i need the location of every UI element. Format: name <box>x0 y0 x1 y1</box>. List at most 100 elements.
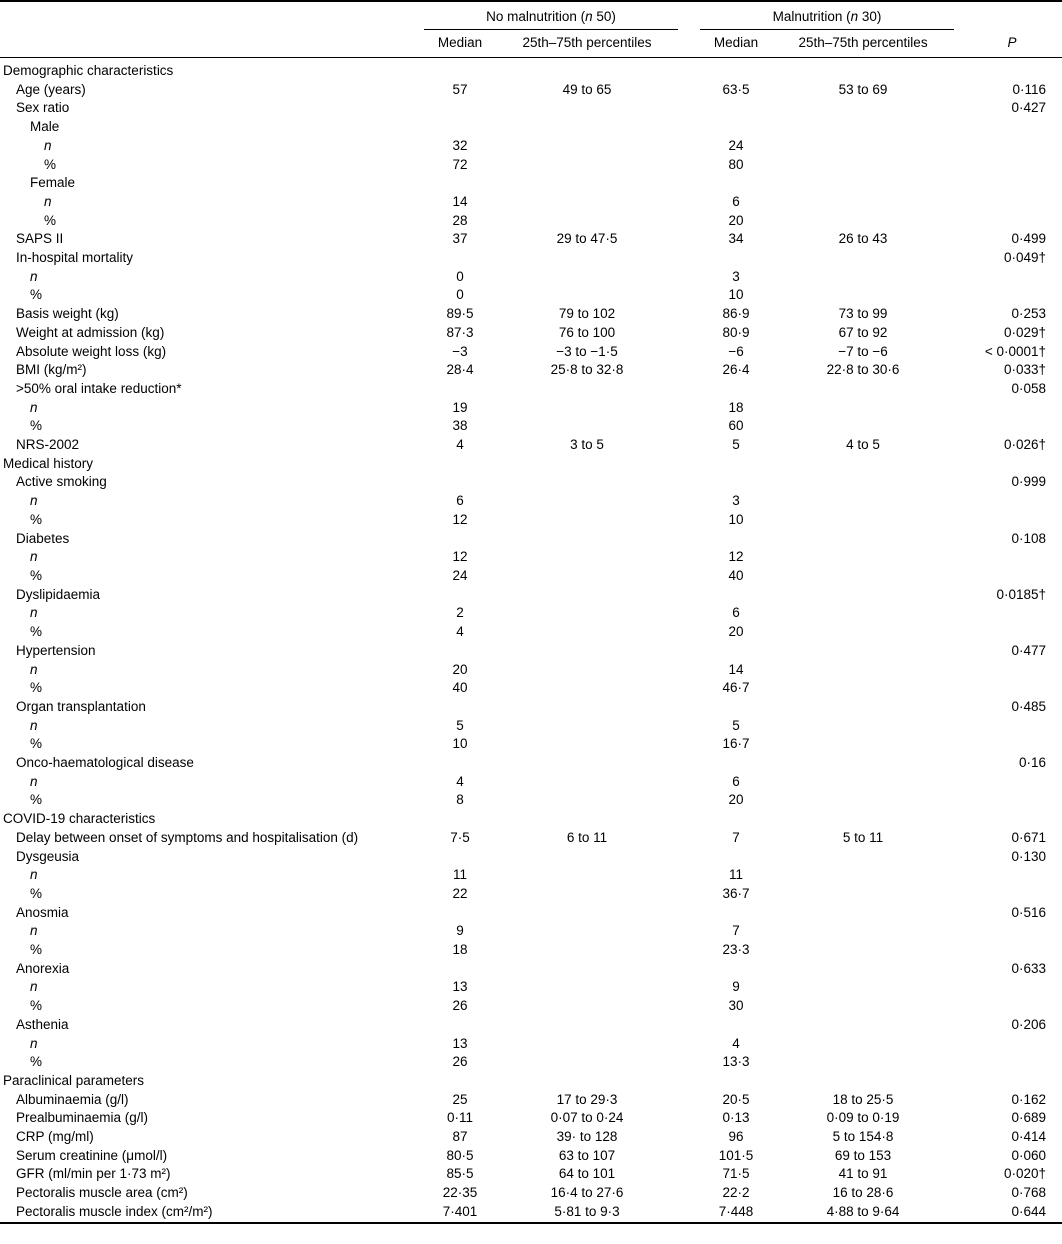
table-row: Female <box>0 174 1062 193</box>
column-spacer <box>954 586 962 605</box>
cell-percentiles-no-malnutrition: 3 to 5 <box>570 437 604 453</box>
table-row: Hypertension 0·477 <box>0 642 1062 661</box>
group-count: 50) <box>592 9 616 24</box>
table-row: CRP (mg/ml) 87 39· to 128 96 5 to 154·8 0·414 <box>0 1128 1062 1147</box>
cell-p-value: 0·477 <box>1011 642 1047 658</box>
column-spacer <box>954 1109 962 1128</box>
column-spacer <box>678 174 700 193</box>
row-label: Demographic characteristics <box>3 63 174 78</box>
cell-median-no-malnutrition: 89·5 <box>446 306 474 322</box>
cell-median-no-malnutrition: 26 <box>452 998 468 1014</box>
cell-p-value <box>962 193 1062 212</box>
row-label: % <box>30 511 43 527</box>
row-label: Serum creatinine (μmol/l) <box>16 1147 168 1163</box>
cell-percentiles-malnutrition <box>772 791 954 810</box>
row-label: n <box>30 605 38 621</box>
cell-median-malnutrition: 6 <box>732 773 740 789</box>
cell-median-malnutrition <box>700 960 772 979</box>
cell-p-value: 0·16 <box>1018 755 1047 771</box>
cell-percentiles-no-malnutrition <box>496 866 678 885</box>
column-spacer <box>954 249 962 268</box>
cell-percentiles-malnutrition <box>772 249 954 268</box>
cell-p-value <box>962 455 1062 474</box>
table-row: Weight at admission (kg) 87·3 76 to 100 80·… <box>0 324 1062 343</box>
column-spacer <box>678 1072 700 1091</box>
group-no-malnutrition: No malnutrition (n 50) <box>424 1 679 30</box>
column-spacer <box>678 268 700 287</box>
cell-median-malnutrition: 10 <box>728 511 744 527</box>
cell-percentiles-no-malnutrition <box>496 604 678 623</box>
cell-percentiles-no-malnutrition: 5·81 to 9·3 <box>554 1203 620 1219</box>
column-spacer <box>954 642 962 661</box>
cell-percentiles-no-malnutrition <box>496 978 678 997</box>
cell-median-malnutrition: 20 <box>728 212 744 228</box>
column-spacer <box>954 941 962 960</box>
cell-p-value: < 0·0001† <box>984 343 1047 359</box>
cell-percentiles-malnutrition <box>772 922 954 941</box>
cell-median-malnutrition: 34 <box>728 231 744 247</box>
cell-median-no-malnutrition <box>424 698 496 717</box>
column-spacer <box>954 305 962 324</box>
percentiles-header-no-malnutrition: 25th–75th percentiles <box>496 29 679 58</box>
cell-percentiles-no-malnutrition <box>496 380 678 399</box>
cell-percentiles-no-malnutrition <box>496 268 678 287</box>
cell-median-no-malnutrition: 0·11 <box>446 1110 474 1126</box>
cell-median-no-malnutrition: 72 <box>452 156 468 172</box>
cell-median-no-malnutrition: 13 <box>452 979 468 995</box>
row-label: Prealbuminaemia (g/l) <box>16 1110 149 1126</box>
column-spacer <box>678 1091 700 1110</box>
cell-p-value: 0·108 <box>1011 530 1047 546</box>
table-body: Demographic characteristics Age (years) 57… <box>0 58 1062 1223</box>
table-row: Active smoking 0·999 <box>0 473 1062 492</box>
column-spacer <box>678 58 700 81</box>
column-spacer <box>678 922 700 941</box>
column-spacer <box>678 81 700 100</box>
column-spacer <box>678 997 700 1016</box>
percentiles-header-malnutrition: 25th–75th percentiles <box>772 29 955 58</box>
column-spacer <box>678 754 700 773</box>
cell-median-malnutrition: −6 <box>728 343 744 359</box>
cell-median-no-malnutrition: 57 <box>452 81 468 97</box>
cell-percentiles-no-malnutrition: 17 to 29·3 <box>556 1091 618 1107</box>
cell-percentiles-malnutrition <box>772 174 954 193</box>
cell-percentiles-malnutrition <box>772 735 954 754</box>
row-label: >50% oral intake reduction* <box>16 380 182 396</box>
row-label: n <box>30 867 38 883</box>
cell-p-value: 0·033† <box>1003 362 1047 378</box>
cell-median-no-malnutrition <box>424 586 496 605</box>
column-spacer <box>954 623 962 642</box>
cell-percentiles-no-malnutrition <box>496 530 678 549</box>
cell-p-value <box>962 978 1062 997</box>
cell-percentiles-no-malnutrition <box>496 1035 678 1054</box>
cell-median-no-malnutrition: 18 <box>452 942 468 958</box>
cell-percentiles-no-malnutrition: 6 to 11 <box>566 829 608 845</box>
column-spacer <box>678 866 700 885</box>
n-symbol: n <box>585 9 593 24</box>
row-label: n <box>30 717 38 733</box>
cell-percentiles-malnutrition: 18 to 25·5 <box>832 1091 894 1107</box>
cell-median-malnutrition: 30 <box>728 998 744 1014</box>
row-label: % <box>30 736 43 752</box>
row-label: n <box>30 661 38 677</box>
cell-p-value: 0·414 <box>1011 1129 1047 1145</box>
cell-p-value: 0·689 <box>1011 1110 1047 1126</box>
p-symbol: P <box>1007 34 1017 50</box>
column-spacer <box>954 1072 962 1091</box>
column-spacer <box>954 473 962 492</box>
cell-percentiles-malnutrition <box>772 99 954 118</box>
table-row: % 18 23·3 <box>0 941 1062 960</box>
column-spacer <box>954 436 962 455</box>
cell-percentiles-no-malnutrition: 39· to 128 <box>556 1129 618 1145</box>
row-label: NRS-2002 <box>16 437 80 453</box>
cell-p-value <box>962 156 1062 175</box>
table-row: Diabetes 0·108 <box>0 530 1062 549</box>
cell-median-no-malnutrition: 22·35 <box>442 1185 478 1201</box>
cell-percentiles-no-malnutrition: 0·07 to 0·24 <box>550 1110 624 1126</box>
cell-percentiles-malnutrition <box>772 623 954 642</box>
cell-p-value: 0·427 <box>1011 100 1047 116</box>
table-row: n 12 12 <box>0 548 1062 567</box>
cell-percentiles-no-malnutrition <box>496 118 678 137</box>
row-label: Sex ratio <box>16 100 70 116</box>
table-row: COVID-19 characteristics <box>0 810 1062 829</box>
column-spacer <box>954 679 962 698</box>
